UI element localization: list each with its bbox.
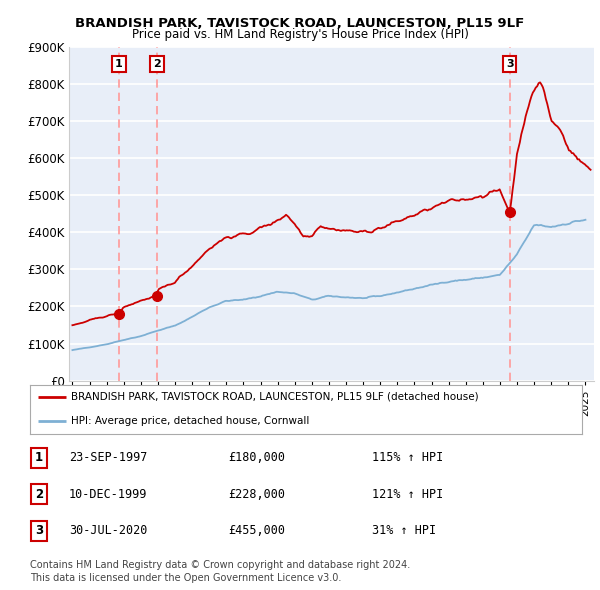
- Text: £228,000: £228,000: [228, 488, 285, 501]
- Text: 1: 1: [35, 451, 43, 464]
- Text: HPI: Average price, detached house, Cornwall: HPI: Average price, detached house, Corn…: [71, 416, 310, 426]
- Text: 3: 3: [35, 525, 43, 537]
- Text: 2: 2: [35, 488, 43, 501]
- Text: 2: 2: [153, 59, 161, 69]
- Text: 115% ↑ HPI: 115% ↑ HPI: [372, 451, 443, 464]
- Text: £455,000: £455,000: [228, 525, 285, 537]
- Text: 121% ↑ HPI: 121% ↑ HPI: [372, 488, 443, 501]
- Text: Contains HM Land Registry data © Crown copyright and database right 2024.
This d: Contains HM Land Registry data © Crown c…: [30, 560, 410, 583]
- Text: BRANDISH PARK, TAVISTOCK ROAD, LAUNCESTON, PL15 9LF: BRANDISH PARK, TAVISTOCK ROAD, LAUNCESTO…: [76, 17, 524, 30]
- Text: 3: 3: [506, 59, 514, 69]
- Text: 10-DEC-1999: 10-DEC-1999: [69, 488, 148, 501]
- Text: 31% ↑ HPI: 31% ↑ HPI: [372, 525, 436, 537]
- Text: £180,000: £180,000: [228, 451, 285, 464]
- Text: 30-JUL-2020: 30-JUL-2020: [69, 525, 148, 537]
- Text: 1: 1: [115, 59, 123, 69]
- Text: Price paid vs. HM Land Registry's House Price Index (HPI): Price paid vs. HM Land Registry's House …: [131, 28, 469, 41]
- Text: 23-SEP-1997: 23-SEP-1997: [69, 451, 148, 464]
- Text: BRANDISH PARK, TAVISTOCK ROAD, LAUNCESTON, PL15 9LF (detached house): BRANDISH PARK, TAVISTOCK ROAD, LAUNCESTO…: [71, 392, 479, 402]
